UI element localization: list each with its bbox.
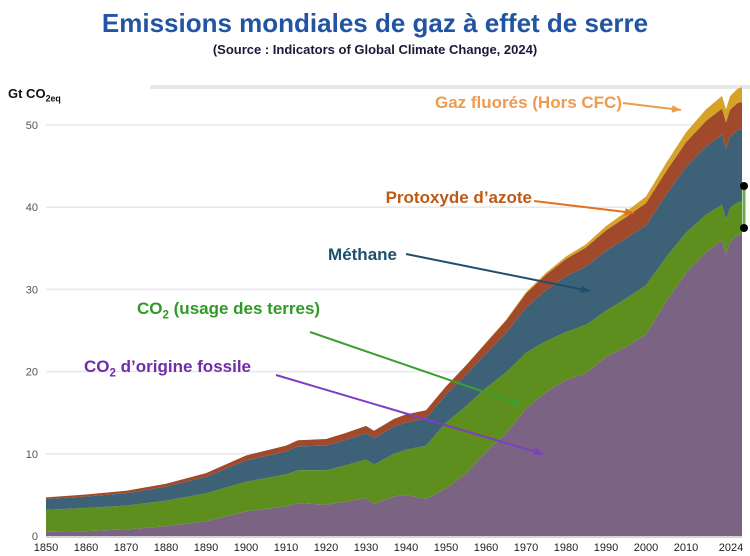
x-tick-label: 2010 [674,542,698,554]
arrow-gaz-fluores [622,102,682,111]
x-tick-label: 1940 [394,542,418,554]
x-tick-label: 1900 [234,542,258,554]
arrow-co2-terres-head [512,398,522,406]
label-text: CO [84,357,110,376]
x-tick-label: 1860 [74,542,98,554]
x-tick-label: 1880 [154,542,178,554]
arrow-co2-terres [309,331,523,406]
x-tick-label: 1920 [314,542,338,554]
y-axis-unit-label: Gt CO2eq [8,86,61,104]
label-text: (usage des terres) [168,299,321,318]
unit-text: Gt CO [8,86,46,101]
area-co2-fossile [46,233,742,536]
x-tick-label: 1850 [34,542,58,554]
label-methane: Méthane [328,245,397,264]
chart-subtitle: (Source : Indicators of Global Climate C… [212,42,538,57]
label-co2-origine-fossile: CO2 d’origine fossile [84,357,252,380]
area-co2-terres [46,201,742,532]
label-gaz-fluores: Gaz fluorés (Hors CFC) [434,93,622,112]
label-text: d’origine fossile [115,357,252,376]
x-tick-label: 1890 [194,542,218,554]
arrow-protoxyde [533,200,635,214]
y-tick-label: 20 [26,367,38,379]
arrow-gaz-fluores-head [671,105,681,113]
x-tick-label: 1950 [434,542,458,554]
label-protoxyde-azote: Protoxyde d’azote [385,188,532,207]
label-subscript: 2 [162,309,169,322]
x-tick-label: 1930 [354,542,378,554]
chart-title: Emissions mondiales de gaz à effet de se… [101,8,649,38]
x-tick-label: 1960 [474,542,498,554]
x-tick-label: 1870 [114,542,138,554]
x-tick-label: 1990 [594,542,618,554]
y-tick-label: 30 [26,284,38,296]
x-tick-label: 1980 [554,542,578,554]
arrow-co2-fossile [275,374,544,455]
x-tick-label: 1910 [274,542,298,554]
x-tick-label: 2024 [719,542,743,554]
arrow-protoxyde-head [624,208,634,216]
annotation-handle-bottom[interactable] [740,224,748,232]
y-tick-label: 0 [32,531,38,543]
arrow-methane-head [580,285,590,293]
y-tick-label: 10 [26,449,38,461]
x-tick-label: 1970 [514,542,538,554]
y-tick-label: 40 [26,202,38,214]
y-tick-label: 50 [26,120,38,132]
unit-subscript: 2eq [45,93,61,104]
label-subscript: 2 [109,367,116,380]
annotation-handle-top[interactable] [740,182,748,190]
x-tick-label: 2000 [634,542,658,554]
label-co2-usage-terres: CO2 (usage des terres) [137,299,321,322]
area-n2o [46,101,742,500]
arrow-methane [405,253,591,292]
arrow-co2-fossile-head [533,447,543,456]
label-text: CO [137,299,163,318]
area-methane [46,129,742,510]
